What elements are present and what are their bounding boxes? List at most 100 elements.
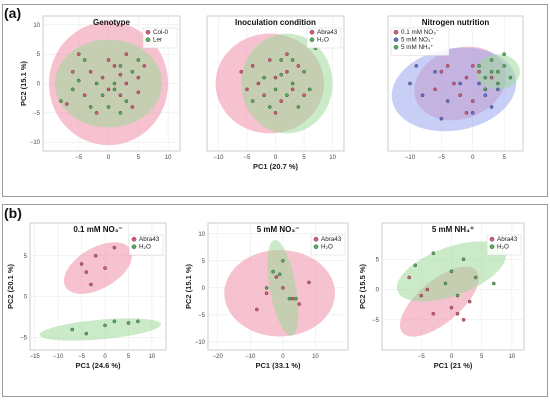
x-tick-label: −10 <box>405 155 416 161</box>
y-tick-label: −5 <box>33 111 41 117</box>
x-tick-label: 0 <box>281 354 285 360</box>
data-point <box>70 327 75 332</box>
data-point <box>59 99 63 103</box>
data-point <box>290 58 295 62</box>
legend-label: H₂O <box>321 244 333 251</box>
data-point <box>483 75 488 80</box>
data-point <box>112 87 117 92</box>
data-point <box>445 99 450 103</box>
legend-box <box>128 234 164 256</box>
y-tick-label: 0 <box>24 295 28 301</box>
x-tick-label: −20 <box>213 354 224 360</box>
data-point <box>88 105 93 109</box>
data-point <box>281 259 285 263</box>
data-point <box>267 105 272 109</box>
x-tick-label: 5 <box>480 354 484 360</box>
data-point <box>106 87 111 92</box>
legend-label: 5 mM NH₄⁺ <box>401 44 433 51</box>
data-point <box>489 69 494 74</box>
legend-marker <box>131 236 137 242</box>
data-point <box>420 93 425 98</box>
data-point <box>408 81 412 86</box>
data-point <box>262 93 266 98</box>
data-point <box>470 111 475 115</box>
x-tick-label: 0 <box>103 354 107 360</box>
data-point <box>106 105 111 109</box>
legend-label: Abra43 <box>321 236 342 243</box>
panel-b-label: (b) <box>4 205 22 221</box>
data-point <box>82 58 87 62</box>
data-point <box>470 64 475 68</box>
data-point <box>285 93 289 98</box>
chart-4: 0.1 mM NO₃⁻ −15 −10 −5 0 5 10 −5 0 5 PC1 (24.6 %) P… <box>6 222 167 370</box>
data-point <box>124 99 129 103</box>
data-point <box>307 280 311 285</box>
data-point <box>126 321 131 325</box>
legend-box <box>310 234 346 256</box>
legend-marker <box>313 236 319 242</box>
data-point <box>118 93 123 98</box>
x-tick-label: −10 <box>245 354 256 360</box>
data-point <box>245 87 249 92</box>
x-tick-label: −5 <box>418 354 426 360</box>
data-point <box>302 69 306 74</box>
data-point <box>489 58 494 62</box>
data-point <box>82 93 87 98</box>
chart-6: 5 mM NH₄⁺ −5 0 5 10 −5 0 5 PC1 (21 %) PC2 (15.5 %… <box>358 222 525 370</box>
chart-title: 5 mM NO₃⁻ <box>257 225 300 234</box>
data-point <box>496 81 500 86</box>
x-tick-label: 10 <box>329 155 336 161</box>
y-tick-label: 5 <box>202 259 206 265</box>
data-point <box>407 275 411 280</box>
data-point <box>290 296 295 301</box>
y-tick-label: 0 <box>37 82 41 88</box>
data-point <box>296 64 301 68</box>
chart-1: Genotype −5 0 5 10 −10 −5 0 5 10 PC2 (15.1 %) Col-0… <box>19 15 181 161</box>
legend-marker <box>309 29 315 35</box>
data-point <box>452 81 456 86</box>
data-point <box>285 52 289 56</box>
x-tick-label: −5 <box>244 155 252 161</box>
data-point <box>264 291 269 296</box>
data-point <box>445 64 450 68</box>
data-point <box>100 75 105 80</box>
data-point <box>281 286 285 290</box>
data-point <box>467 299 472 304</box>
data-point <box>290 87 295 92</box>
legend-box <box>306 27 342 49</box>
data-point <box>413 263 418 268</box>
data-point <box>489 105 494 109</box>
data-point <box>502 52 506 56</box>
data-point <box>419 293 424 298</box>
chart-3: Nitrogen nutrition−10 −5 0 50.1 mM NO₃⁻5 mM… <box>387 15 524 161</box>
y-tick-label: −5 <box>20 336 28 342</box>
legend-label: Col-0 <box>153 29 169 36</box>
data-point <box>307 87 312 92</box>
data-point <box>461 257 466 262</box>
data-point <box>279 72 284 77</box>
y-tick-label: 0 <box>202 286 206 292</box>
x-tick-label: 5 <box>302 155 306 161</box>
y-tick-label: −10 <box>30 140 41 146</box>
x-tick-label: 0 <box>107 155 111 161</box>
data-point <box>473 275 478 280</box>
data-point <box>483 93 488 98</box>
data-point <box>70 87 75 92</box>
data-point <box>124 52 129 56</box>
data-point <box>136 319 140 324</box>
x-axis-label: PC1 (24.6 %) <box>75 361 121 370</box>
data-point <box>103 323 107 328</box>
legend-box <box>142 27 178 49</box>
legend-marker <box>145 37 151 43</box>
data-point <box>477 64 481 68</box>
data-point <box>84 331 89 336</box>
data-point <box>496 69 500 74</box>
data-point <box>88 69 93 74</box>
x-tick-label: −5 <box>78 354 86 360</box>
data-point <box>112 64 117 68</box>
data-point <box>458 81 463 86</box>
data-point <box>76 78 81 83</box>
legend-label: H₂O <box>139 244 151 251</box>
data-point <box>112 319 117 324</box>
